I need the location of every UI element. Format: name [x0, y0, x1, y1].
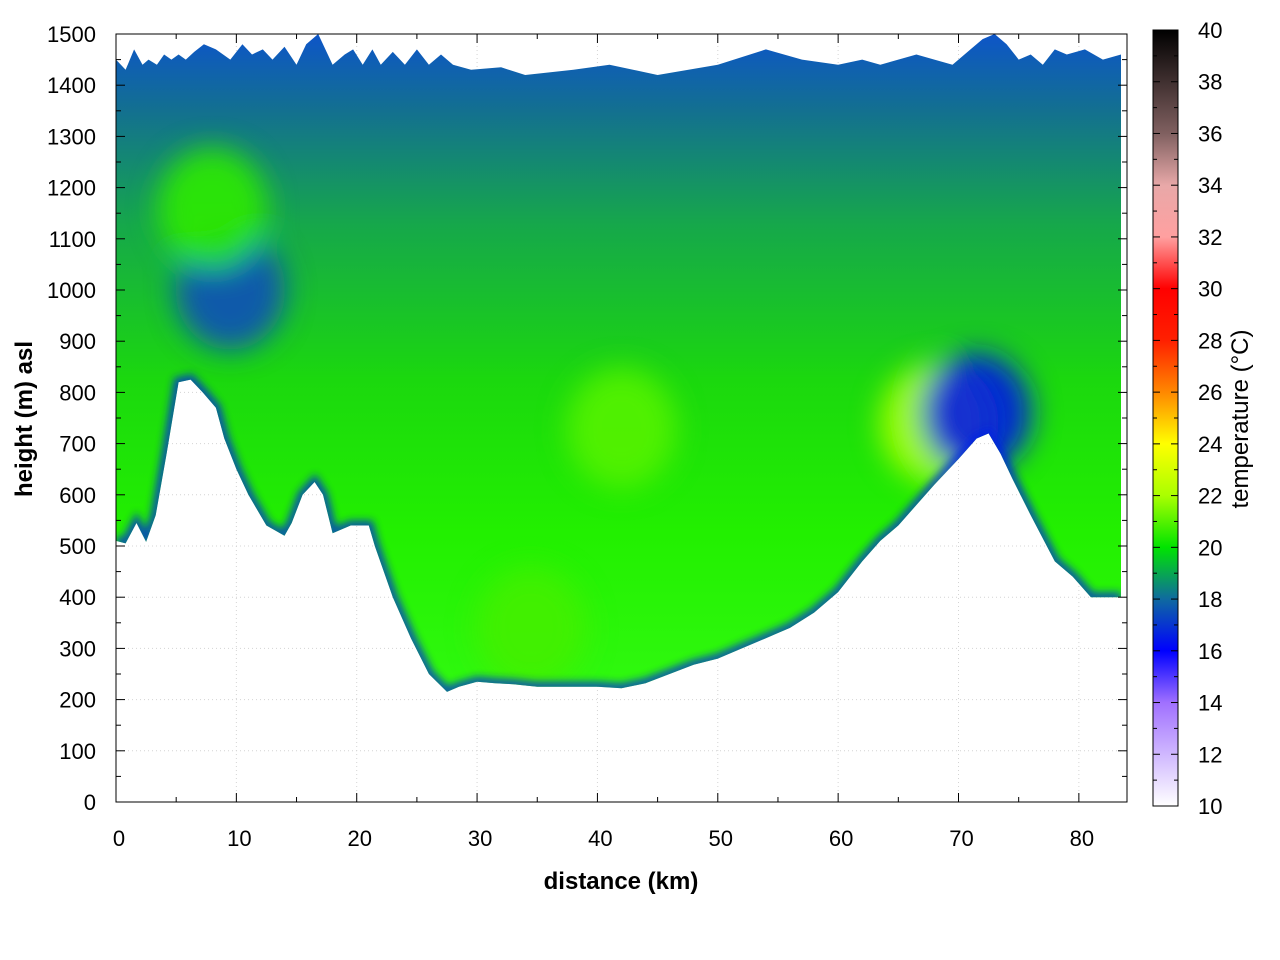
- y-tick-label: 1100: [49, 227, 96, 252]
- x-tick-label: 0: [113, 826, 125, 851]
- colorbar-tick-label: 34: [1198, 173, 1222, 198]
- x-axis-title: distance (km): [544, 868, 699, 895]
- y-axis-title: height (m) asl: [11, 341, 38, 497]
- colorbar-tick-label: 20: [1198, 535, 1222, 560]
- colorbar-tick-label: 22: [1198, 484, 1222, 509]
- y-tick-label: 300: [59, 636, 96, 661]
- y-tick-label: 1200: [47, 176, 96, 201]
- x-tick-label: 20: [347, 826, 371, 851]
- colorbar-tick-label: 18: [1198, 587, 1222, 612]
- terrain-boundary: [116, 374, 1121, 692]
- x-tick-label: 70: [949, 826, 973, 851]
- y-tick-label: 200: [59, 688, 96, 713]
- y-tick-label: 100: [59, 739, 96, 764]
- y-tick-label: 1000: [47, 278, 96, 303]
- y-axis: 0 100 200 300 400 500 600 700 800 900 1000 1100 1200…: [47, 22, 1127, 815]
- colorbar: 10 12 14 16 18 20 22 24 26 28 30 32 34 36 38 40: [1152, 18, 1222, 819]
- y-tick-label: 900: [59, 329, 96, 354]
- field-feature: [921, 352, 1032, 473]
- x-tick-label: 10: [227, 826, 251, 851]
- field-feature: [157, 148, 268, 269]
- colorbar-tick-label: 26: [1198, 380, 1222, 405]
- field-feature: [566, 368, 677, 489]
- temperature-field: [116, 34, 1121, 692]
- colorbar-tick-label: 28: [1198, 328, 1222, 353]
- y-tick-label: 1400: [47, 73, 96, 98]
- field-fill: [116, 34, 1121, 692]
- x-tick-label: 40: [588, 826, 612, 851]
- x-tick-label: 30: [468, 826, 492, 851]
- colorbar-tick-label: 36: [1198, 121, 1222, 146]
- y-tick-label: 1300: [47, 124, 96, 149]
- x-tick-label: 80: [1070, 826, 1094, 851]
- colorbar-tick-label: 24: [1198, 432, 1222, 457]
- colorbar-tick-label: 12: [1198, 742, 1222, 767]
- colorbar-tick-label: 14: [1198, 691, 1222, 716]
- y-tick-label: 700: [59, 432, 96, 457]
- y-tick-label: 500: [59, 534, 96, 559]
- y-tick-label: 600: [59, 483, 96, 508]
- colorbar-tick-label: 40: [1198, 18, 1222, 43]
- x-axis: 0 10 20 30 40 50 60 70 80: [113, 34, 1094, 851]
- x-tick-label: 50: [709, 826, 733, 851]
- colorbar-tick-label: 38: [1198, 70, 1222, 95]
- y-tick-label: 800: [59, 380, 96, 405]
- y-tick-label: 0: [84, 790, 96, 815]
- field-feature: [476, 567, 587, 688]
- colorbar-title: temperature (°C): [1227, 330, 1254, 509]
- colorbar-tick-label: 10: [1198, 794, 1222, 819]
- colorbar-tick-label: 32: [1198, 225, 1222, 250]
- colorbar-tick-label: 30: [1198, 277, 1222, 302]
- colorbar-tick-label: 16: [1198, 639, 1222, 664]
- y-tick-label: 400: [59, 585, 96, 610]
- field-features: [157, 148, 1032, 688]
- y-tick-label: 1500: [47, 22, 96, 47]
- x-tick-label: 60: [829, 826, 853, 851]
